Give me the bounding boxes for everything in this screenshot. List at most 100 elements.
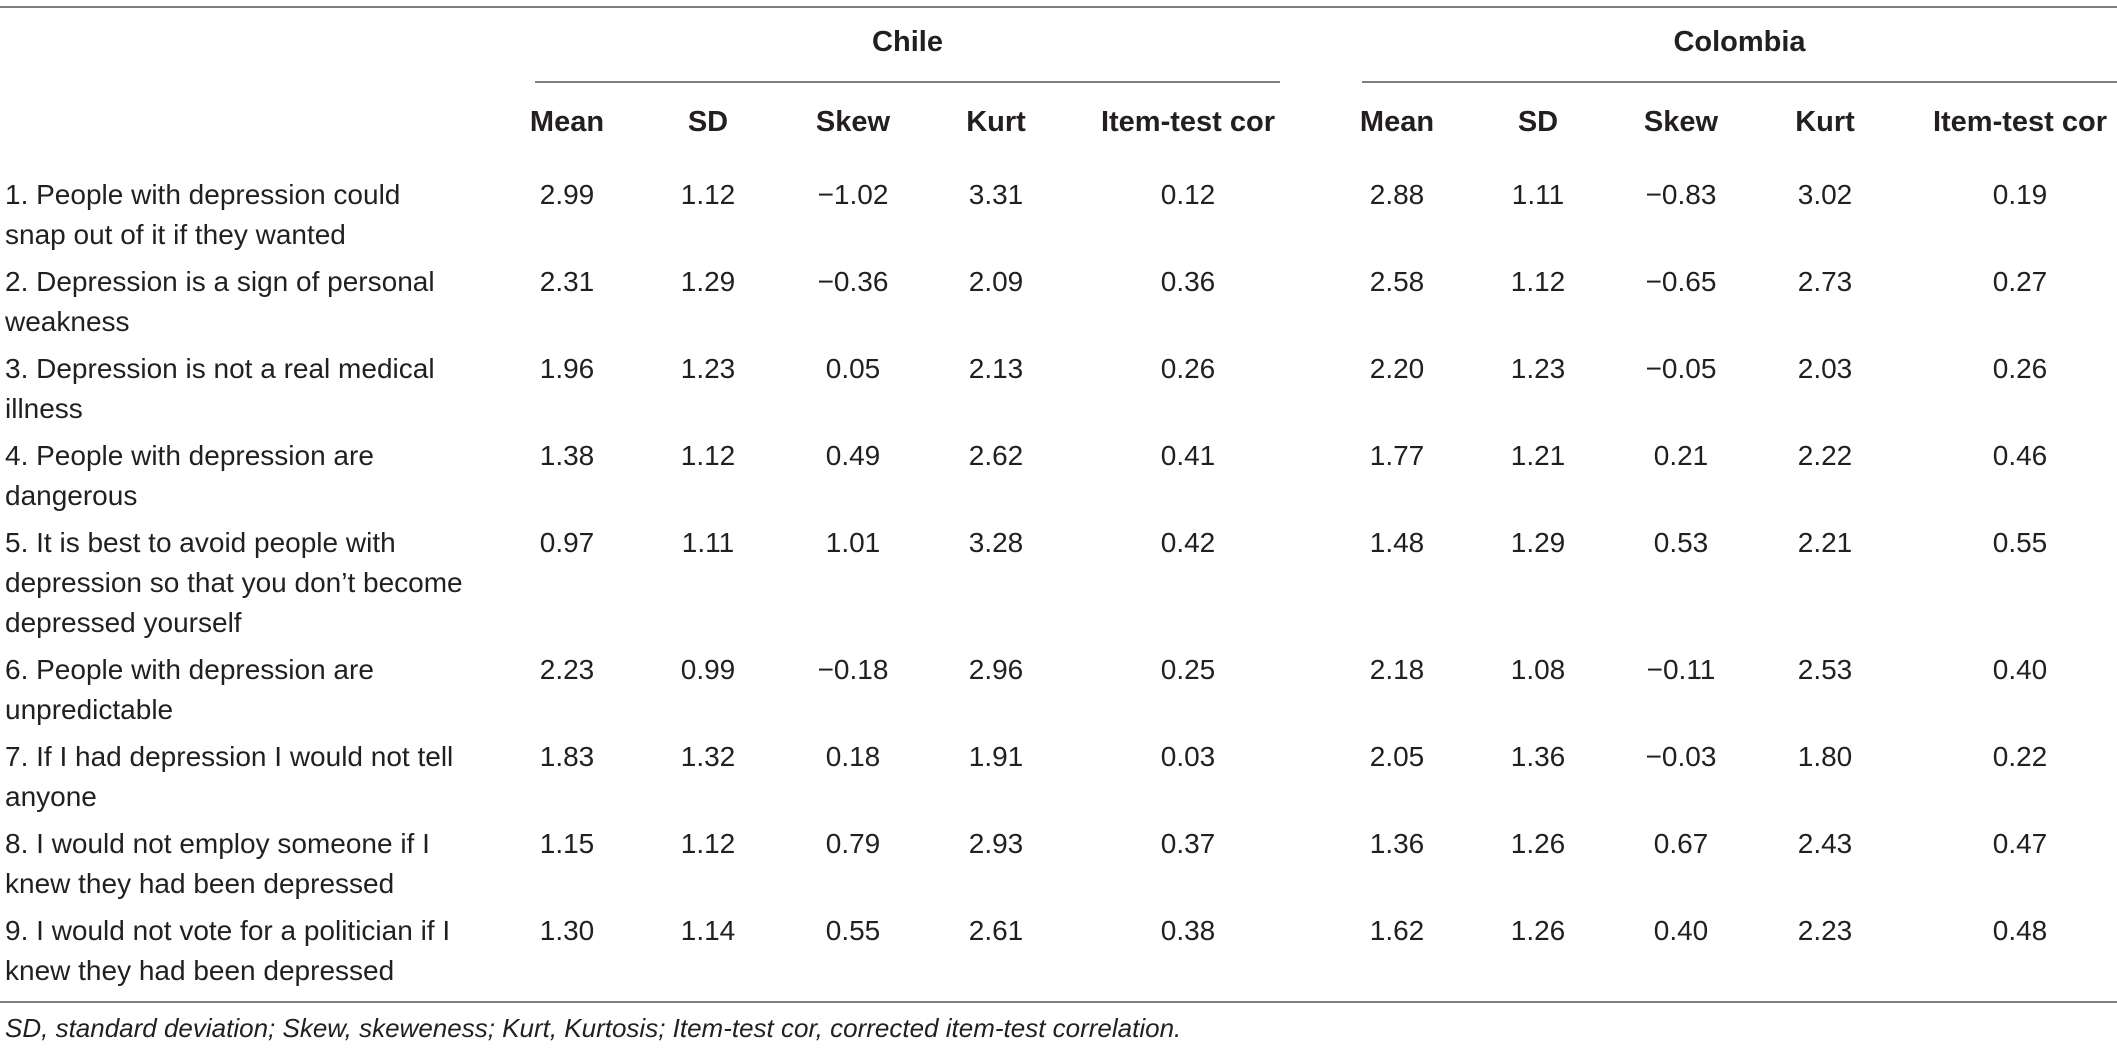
chile-sd-cell: 1.11	[681, 527, 735, 558]
colombia-mean-cell: 2.88	[1369, 179, 1425, 210]
colombia-skew-cell: −0.03	[1645, 741, 1717, 772]
group-title-chile: Chile	[872, 26, 943, 58]
column-header-chile-skew: Skew	[815, 106, 891, 138]
item-label: 3. Depression is not a real medical illn…	[5, 353, 435, 424]
colombia-item-test-cor-cell: 0.22	[1992, 741, 2048, 772]
chile-kurt-cell: 1.91	[968, 741, 1024, 772]
colombia-kurt-cell: 2.22	[1797, 440, 1853, 471]
chile-sd-cell: 1.29	[680, 266, 736, 297]
colombia-sd-cell: 1.08	[1510, 654, 1566, 685]
chile-kurt-cell: 2.13	[968, 353, 1024, 384]
table-bottom-rule	[0, 1001, 2117, 1003]
chile-skew-cell: −0.18	[817, 654, 889, 685]
colombia-sd-cell: 1.26	[1510, 828, 1566, 859]
colombia-mean-cell: 2.20	[1369, 353, 1425, 384]
chile-sd-cell: 1.12	[680, 179, 736, 210]
chile-kurt-cell: 3.31	[968, 179, 1024, 210]
chile-item-test-cor-cell: 0.25	[1160, 654, 1216, 685]
colombia-skew-cell: −0.83	[1645, 179, 1717, 210]
colombia-item-test-cor-cell: 0.46	[1992, 440, 2048, 471]
item-label: 7. If I had depression I would not tell …	[5, 741, 454, 812]
colombia-kurt-cell: 2.21	[1797, 527, 1853, 558]
chile-item-test-cor-cell: 0.03	[1160, 741, 1216, 772]
chile-skew-cell: 0.79	[825, 828, 881, 859]
chile-mean-cell: 1.83	[539, 741, 595, 772]
column-header-chile-item-test-cor: Item-test cor	[1100, 106, 1276, 138]
chile-skew-cell: 0.18	[825, 741, 881, 772]
colombia-item-test-cor-cell: 0.55	[1992, 527, 2048, 558]
item-label: 1. People with depression could snap out…	[5, 179, 401, 250]
colombia-sd-cell: 1.29	[1510, 527, 1566, 558]
chile-item-test-cor-cell: 0.42	[1160, 527, 1216, 558]
colombia-mean-cell: 1.48	[1369, 527, 1425, 558]
colombia-mean-cell: 1.62	[1369, 915, 1425, 946]
colombia-item-test-cor-cell: 0.47	[1992, 828, 2048, 859]
column-header-colombia-skew: Skew	[1643, 106, 1719, 138]
colombia-item-test-cor-cell: 0.40	[1992, 654, 2048, 685]
item-label: 4. People with depression are dangerous	[5, 440, 374, 511]
item-label: 9. I would not vote for a politician if …	[5, 915, 451, 986]
colombia-mean-cell: 2.58	[1369, 266, 1425, 297]
column-header-chile-sd: SD	[687, 106, 729, 138]
colombia-sd-cell: 1.12	[1510, 266, 1566, 297]
colombia-kurt-cell: 2.53	[1797, 654, 1853, 685]
chile-sd-cell: 1.12	[680, 440, 736, 471]
colombia-kurt-cell: 2.23	[1797, 915, 1853, 946]
chile-item-test-cor-cell: 0.26	[1160, 353, 1216, 384]
chile-mean-cell: 1.30	[539, 915, 595, 946]
chile-skew-cell: −0.36	[817, 266, 889, 297]
chile-kurt-cell: 2.09	[968, 266, 1024, 297]
colombia-mean-cell: 2.05	[1369, 741, 1425, 772]
item-label: 5. It is best to avoid people with depre…	[5, 527, 463, 638]
colombia-kurt-cell: 2.43	[1797, 828, 1853, 859]
chile-item-test-cor-cell: 0.38	[1160, 915, 1216, 946]
chile-sd-cell: 1.12	[680, 828, 736, 859]
item-label: 6. People with depression are unpredicta…	[5, 654, 374, 725]
column-header-chile-mean: Mean	[529, 106, 605, 138]
table-footnote: SD, standard deviation; Skew, skeweness;…	[5, 1013, 1182, 1043]
colombia-skew-cell: −0.11	[1646, 654, 1716, 685]
chile-item-test-cor-cell: 0.12	[1160, 179, 1216, 210]
colombia-sd-cell: 1.23	[1510, 353, 1566, 384]
chile-mean-cell: 1.38	[539, 440, 595, 471]
colombia-item-test-cor-cell: 0.27	[1992, 266, 2048, 297]
chile-mean-cell: 2.23	[539, 654, 595, 685]
chile-kurt-cell: 2.96	[968, 654, 1024, 685]
colombia-item-test-cor-cell: 0.48	[1992, 915, 2048, 946]
colombia-mean-cell: 2.18	[1369, 654, 1425, 685]
chile-mean-cell: 2.99	[539, 179, 595, 210]
colombia-kurt-cell: 1.80	[1797, 741, 1853, 772]
item-label: 8. I would not employ someone if I knew …	[5, 828, 430, 899]
chile-mean-cell: 0.97	[539, 527, 595, 558]
chile-kurt-cell: 2.93	[968, 828, 1024, 859]
colombia-item-test-cor-cell: 0.26	[1992, 353, 2048, 384]
colombia-skew-cell: 0.40	[1653, 915, 1709, 946]
chile-skew-cell: 0.05	[825, 353, 881, 384]
column-header-colombia-sd: SD	[1517, 106, 1559, 138]
group-title-colombia: Colombia	[1673, 26, 1806, 58]
colombia-mean-cell: 1.36	[1369, 828, 1425, 859]
chile-skew-cell: 0.49	[825, 440, 881, 471]
colombia-sd-cell: 1.21	[1510, 440, 1566, 471]
chile-item-test-cor-cell: 0.36	[1160, 266, 1216, 297]
column-header-colombia-kurt: Kurt	[1795, 106, 1855, 138]
colombia-skew-cell: −0.05	[1645, 353, 1717, 384]
colombia-skew-cell: 0.67	[1653, 828, 1709, 859]
chile-skew-cell: 1.01	[825, 527, 881, 558]
chile-skew-cell: −1.02	[817, 179, 889, 210]
column-header-colombia-item-test-cor: Item-test cor	[1932, 106, 2108, 138]
chile-mean-cell: 2.31	[539, 266, 595, 297]
chile-sd-cell: 1.14	[680, 915, 736, 946]
colombia-kurt-cell: 2.03	[1797, 353, 1853, 384]
chile-item-test-cor-cell: 0.41	[1160, 440, 1216, 471]
colombia-sd-cell: 1.36	[1510, 741, 1566, 772]
chile-kurt-cell: 2.62	[968, 440, 1024, 471]
colombia-skew-cell: 0.53	[1653, 527, 1709, 558]
chile-skew-cell: 0.55	[825, 915, 881, 946]
item-label: 2. Depression is a sign of personal weak…	[5, 266, 435, 337]
chile-kurt-cell: 3.28	[968, 527, 1024, 558]
chile-sd-cell: 1.32	[680, 741, 736, 772]
colombia-mean-cell: 1.77	[1369, 440, 1425, 471]
chile-kurt-cell: 2.61	[968, 915, 1024, 946]
